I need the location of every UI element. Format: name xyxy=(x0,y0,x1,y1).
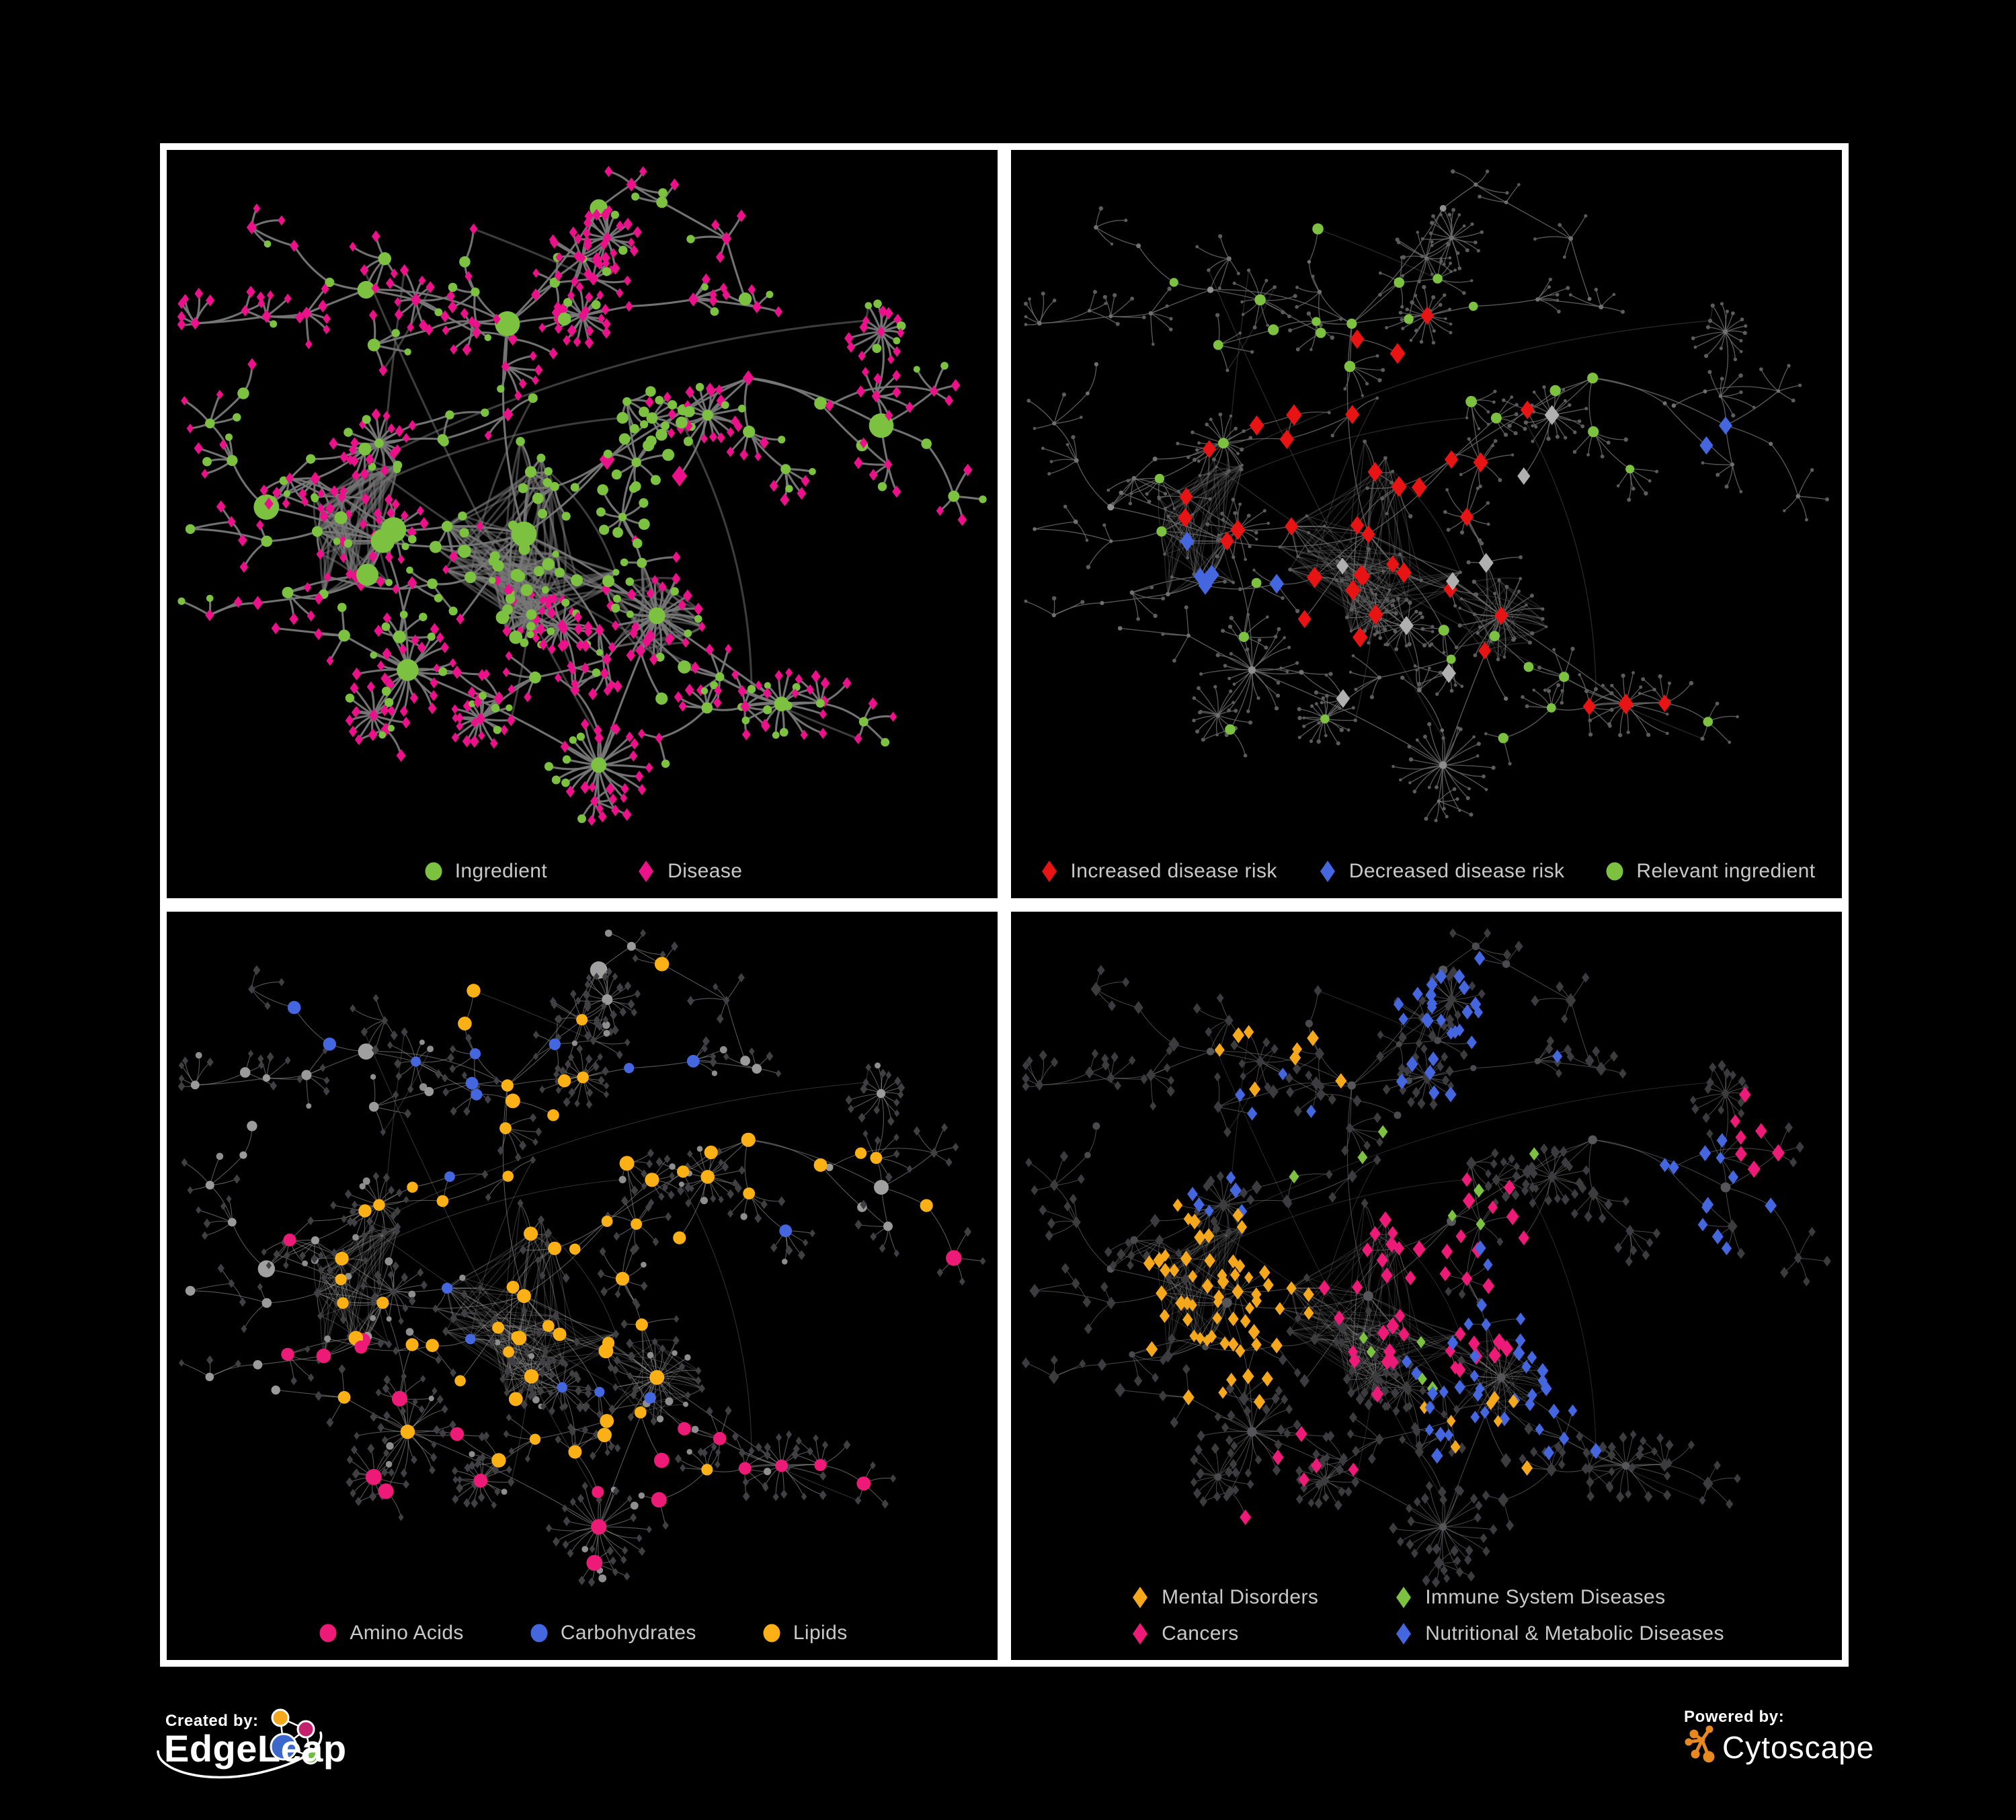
legend-marker-circle xyxy=(763,1624,780,1643)
panel-disease-classes: Mental Disorders Cancers Immune System Dis… xyxy=(1004,905,1849,1667)
legend-label: Immune System Diseases xyxy=(1425,1586,1666,1608)
created-by-label: Created by: xyxy=(165,1712,259,1730)
network-nodes xyxy=(1021,928,1831,1588)
legend-marker-circle xyxy=(425,862,442,881)
legend: Increased disease risk Decreased disease … xyxy=(1011,850,1842,893)
network-graph xyxy=(1024,169,1829,822)
network-graph xyxy=(1021,928,1831,1588)
legend-label: Lipids xyxy=(793,1622,848,1644)
network-highlight-nodes xyxy=(281,957,962,1571)
network-nodes xyxy=(177,165,987,826)
edgeleap-node-blue xyxy=(270,1733,298,1761)
panel-ingredient-disease: Ingredient Disease xyxy=(160,143,1004,905)
legend: Ingredient Disease xyxy=(167,850,998,893)
legend-label: Increased disease risk xyxy=(1070,860,1277,882)
legend-item: Immune System Diseases xyxy=(1392,1585,1724,1610)
legend-label: Amino Acids xyxy=(350,1622,464,1644)
legend-item: Nutritional & Metabolic Diseases xyxy=(1392,1621,1724,1647)
panel-compound-classes: Amino Acids Carbohydrates Lipids xyxy=(160,905,1004,1667)
cytoscape-wordmark: Cytoscape xyxy=(1722,1730,1875,1765)
legend-marker-diamond xyxy=(1396,1587,1412,1608)
edgeleap-node-green xyxy=(302,1747,319,1765)
legend-label: Cancers xyxy=(1162,1622,1239,1645)
legend-marker-diamond xyxy=(1320,861,1335,882)
legend-label: Carbohydrates xyxy=(560,1622,696,1644)
legend-item: Lipids xyxy=(760,1620,848,1646)
legend-marker-diamond xyxy=(1396,1623,1412,1645)
legend-marker-circle xyxy=(530,1624,548,1643)
legend-item: Amino Acids xyxy=(317,1620,463,1646)
legend-item: Decreased disease risk xyxy=(1316,859,1565,884)
edgeleap-node-magenta xyxy=(296,1720,315,1739)
network-nodes xyxy=(1024,169,1829,822)
legend-marker-diamond xyxy=(1133,1587,1148,1608)
legend: Amino Acids Carbohydrates Lipids xyxy=(167,1612,998,1655)
cytoscape-logo-nodes xyxy=(1685,1725,1715,1763)
legend-marker-circle xyxy=(319,1624,337,1643)
cytoscape-logo-icon xyxy=(1685,1725,1715,1763)
legend-marker-diamond xyxy=(1041,861,1057,882)
legend-marker-diamond xyxy=(1133,1623,1148,1645)
legend-item: Increased disease risk xyxy=(1038,859,1277,884)
network-highlight-nodes xyxy=(356,386,695,631)
legend-item: Relevant ingredient xyxy=(1603,859,1815,884)
legend-label: Ingredient xyxy=(454,860,548,882)
legend-item: Ingredient xyxy=(422,859,547,884)
powered-by-label: Powered by: xyxy=(1684,1708,1785,1726)
legend: Mental Disorders Cancers Immune System Dis… xyxy=(1011,1579,1842,1652)
legend-marker-diamond xyxy=(639,861,654,882)
legend-item: Cancers xyxy=(1129,1621,1318,1647)
edgeleap-node-orange xyxy=(271,1708,290,1727)
panel-disease-risk: Increased disease risk Decreased disease … xyxy=(1004,143,1849,905)
network-highlight-nodes xyxy=(1154,223,1732,744)
legend-item: Carbohydrates xyxy=(528,1620,696,1646)
legend-marker-circle xyxy=(1606,862,1623,881)
legend-label: Mental Disorders xyxy=(1162,1586,1319,1608)
legend-label: Nutritional & Metabolic Diseases xyxy=(1425,1622,1724,1645)
network-graph xyxy=(177,165,987,826)
legend-label: Decreased disease risk xyxy=(1348,860,1565,882)
network-graph xyxy=(177,929,986,1587)
edgeleap-swoosh xyxy=(157,1731,323,1779)
network-nodes xyxy=(177,929,986,1587)
legend-item: Mental Disorders xyxy=(1129,1585,1318,1610)
edgeleap-logo-icon xyxy=(157,1708,323,1779)
legend-item: Disease xyxy=(635,859,742,884)
legend-label: Relevant ingredient xyxy=(1636,860,1816,882)
legend-label: Disease xyxy=(668,860,743,882)
edgeleap-wordmark: EdgeLeap xyxy=(164,1727,347,1770)
network-highlight-nodes xyxy=(1143,951,1785,1526)
